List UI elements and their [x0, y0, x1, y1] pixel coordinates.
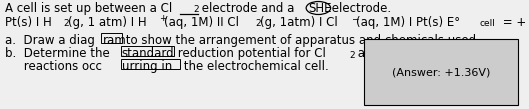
Text: Pt(s) I H: Pt(s) I H: [5, 16, 52, 29]
Text: cell: cell: [479, 20, 495, 28]
Text: urring in: urring in: [122, 60, 172, 73]
Text: a.  Draw a diag: a. Draw a diag: [5, 34, 95, 47]
Text: and: and: [354, 47, 384, 60]
Text: (g, 1 atm) I H: (g, 1 atm) I H: [68, 16, 147, 29]
Text: standard: standard: [122, 47, 175, 60]
Text: SHE: SHE: [308, 2, 332, 15]
Text: 2: 2: [193, 5, 199, 14]
Text: (g, 1atm) I Cl: (g, 1atm) I Cl: [260, 16, 338, 29]
Text: b.  Determine the: b. Determine the: [5, 47, 114, 60]
Text: electrode.: electrode.: [328, 2, 391, 15]
Text: reduction potential for Cl: reduction potential for Cl: [174, 47, 326, 60]
Text: reactions occ: reactions occ: [5, 60, 102, 73]
Text: the electrochemical cell.: the electrochemical cell.: [180, 60, 329, 73]
Text: 2: 2: [63, 20, 69, 28]
Text: ram: ram: [103, 34, 126, 47]
Text: 2: 2: [255, 20, 261, 28]
Text: (aq, 1M) II Cl: (aq, 1M) II Cl: [165, 16, 239, 29]
Text: 2: 2: [349, 50, 355, 60]
Text: = + 1.36 V: = + 1.36 V: [499, 16, 529, 29]
Text: to show the arrangement of apparatus and chemicals used.: to show the arrangement of apparatus and…: [122, 34, 480, 47]
Text: +: +: [159, 14, 167, 23]
Text: −: −: [351, 14, 359, 23]
Text: the chemical: the chemical: [432, 47, 512, 60]
Text: A cell is set up between a Cl: A cell is set up between a Cl: [5, 2, 172, 15]
Text: electrode and a: electrode and a: [198, 2, 298, 15]
Text: (Answer: +1.36V): (Answer: +1.36V): [391, 67, 490, 77]
Text: discuss: discuss: [387, 47, 435, 60]
Text: (aq, 1M) I Pt(s) E°: (aq, 1M) I Pt(s) E°: [356, 16, 460, 29]
